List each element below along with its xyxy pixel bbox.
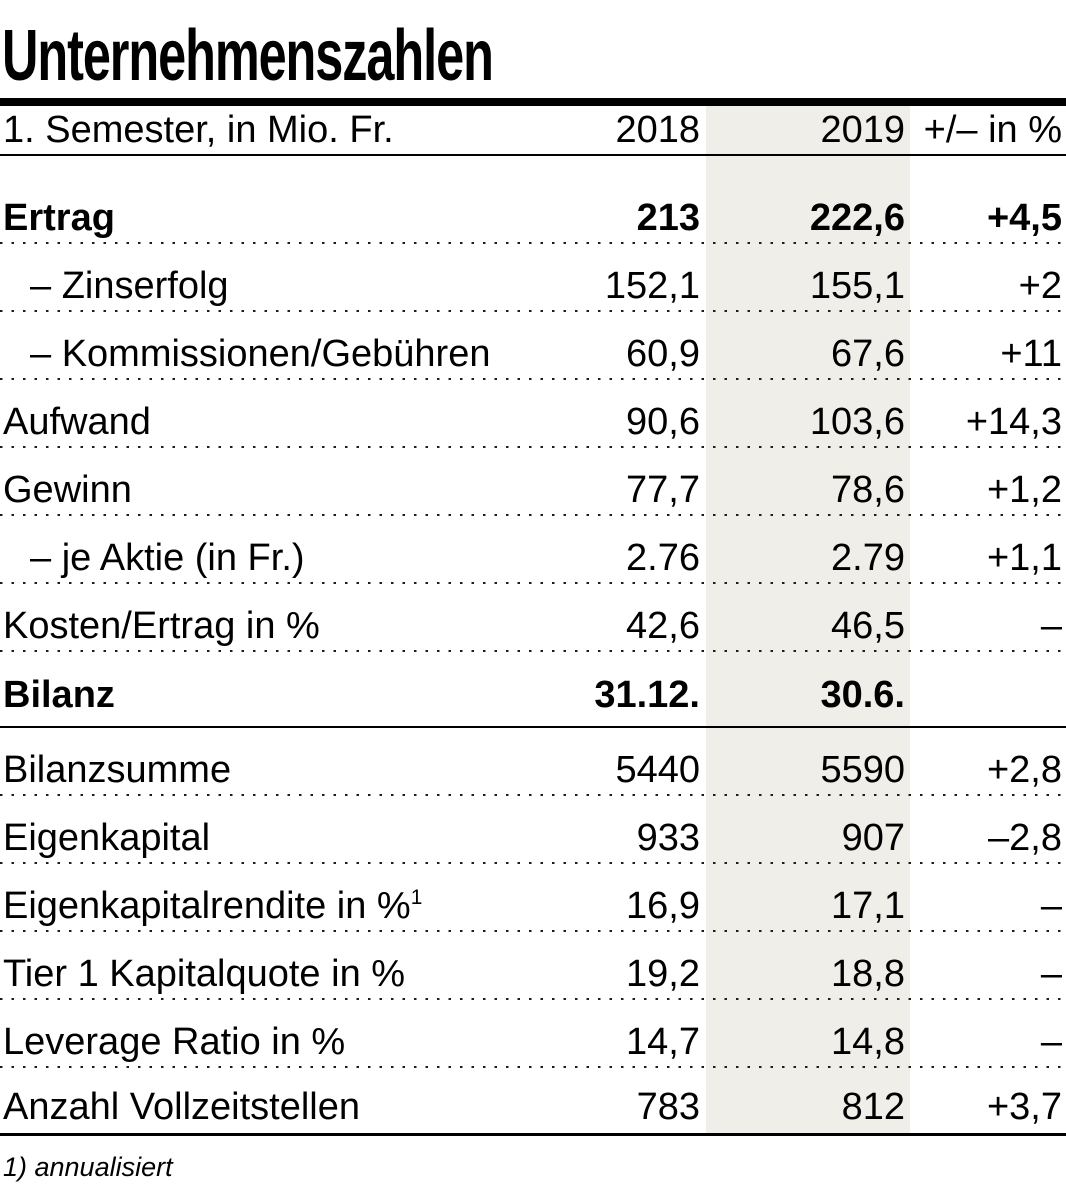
- value-2019: 222,6: [809, 197, 905, 239]
- row-label: Gewinn: [3, 469, 132, 511]
- value-2019: 155,1: [809, 265, 905, 307]
- value-change: –2,8: [988, 817, 1062, 859]
- row-label: Ertrag: [3, 197, 115, 239]
- value-2018: 90,6: [626, 401, 700, 443]
- row-label: Aufwand: [3, 401, 151, 443]
- value-2018: 42,6: [626, 605, 700, 647]
- value-change: +11: [1000, 333, 1062, 375]
- value-2019: 103,6: [809, 401, 905, 443]
- value-2019: 30.6.: [820, 674, 905, 716]
- row-label: Leverage Ratio in %: [3, 1021, 346, 1063]
- table-row: – Zinserfolg 152,1 155,1 +2: [0, 244, 1066, 312]
- value-2018: 77,7: [626, 469, 700, 511]
- table-row: Eigenkapitalrendite in %1 16,9 17,1 –: [0, 864, 1066, 932]
- header-2018: 2018: [615, 109, 700, 151]
- row-label: Anzahl Vollzeitstellen: [3, 1086, 360, 1128]
- value-2018: 2.76: [626, 537, 700, 579]
- footnote-marker: 1: [410, 886, 423, 909]
- value-2018: 152,1: [604, 265, 700, 307]
- value-2018: 60,9: [626, 333, 700, 375]
- row-label: Kosten/Ertrag in %: [3, 605, 320, 647]
- value-2018: 19,2: [626, 953, 700, 995]
- table-row: Leverage Ratio in % 14,7 14,8 –: [0, 1000, 1066, 1068]
- row-label: Bilanz: [3, 674, 115, 716]
- table-row: Anzahl Vollzeitstellen 783 812 +3,7: [0, 1068, 1066, 1136]
- row-label: – Zinserfolg: [30, 265, 229, 307]
- table-row: Kosten/Ertrag in % 42,6 46,5 –: [0, 584, 1066, 652]
- value-2018: 783: [636, 1086, 700, 1128]
- value-2019: 812: [841, 1086, 905, 1128]
- title-rule: [0, 98, 1066, 106]
- value-2019: 18,8: [831, 953, 905, 995]
- value-2018: 14,7: [626, 1021, 700, 1063]
- value-change: –: [1040, 1021, 1062, 1063]
- value-2019: 907: [841, 817, 905, 859]
- table-row: Ertrag 213 222,6 +4,5: [0, 156, 1066, 244]
- financial-table: 1. Semester, in Mio. Fr. 2018 2019 +/– i…: [0, 106, 1066, 1136]
- value-2019: 2.79: [831, 537, 905, 579]
- value-change: –: [1040, 885, 1062, 927]
- value-2019: 46,5: [831, 605, 905, 647]
- table-row: Tier 1 Kapitalquote in % 19,2 18,8 –: [0, 932, 1066, 1000]
- row-label: Bilanzsumme: [3, 749, 232, 791]
- value-change: –: [1040, 605, 1062, 647]
- value-change: +14,3: [965, 401, 1062, 443]
- value-2019: 17,1: [831, 885, 905, 927]
- value-change: +4,5: [986, 197, 1062, 239]
- table-header-row: 1. Semester, in Mio. Fr. 2018 2019 +/– i…: [0, 106, 1066, 156]
- table-row: Gewinn 77,7 78,6 +1,2: [0, 448, 1066, 516]
- header-2019: 2019: [820, 109, 905, 151]
- table-row: – je Aktie (in Fr.) 2.76 2.79 +1,1: [0, 516, 1066, 584]
- value-2019: 67,6: [831, 333, 905, 375]
- header-change: +/– in %: [923, 109, 1062, 151]
- value-2018: 16,9: [626, 885, 700, 927]
- value-change: –: [1040, 953, 1062, 995]
- value-2019: 78,6: [831, 469, 905, 511]
- value-2018: 933: [636, 817, 700, 859]
- value-change: +2: [1018, 265, 1062, 307]
- header-label: 1. Semester, in Mio. Fr.: [3, 109, 394, 151]
- table-row: Bilanz 31.12. 30.6.: [0, 652, 1066, 728]
- value-change: +3,7: [986, 1086, 1062, 1128]
- row-label: – je Aktie (in Fr.): [30, 537, 305, 579]
- value-2018: 5440: [615, 749, 700, 791]
- table-row: Aufwand 90,6 103,6 +14,3: [0, 380, 1066, 448]
- table-row: – Kommissionen/Gebühren 60,9 67,6 +11: [0, 312, 1066, 380]
- value-2019: 14,8: [831, 1021, 905, 1063]
- row-label: Eigenkapitalrendite in %1: [3, 885, 423, 927]
- footnote: 1) annualisiert: [3, 1152, 173, 1182]
- row-label: – Kommissionen/Gebühren: [30, 333, 491, 375]
- value-change: +2,8: [986, 749, 1062, 791]
- page-title: Unternehmenszahlen: [2, 16, 494, 96]
- value-2018: 31.12.: [594, 674, 700, 716]
- value-change: +1,2: [986, 469, 1062, 511]
- table-row: Eigenkapital 933 907 –2,8: [0, 796, 1066, 864]
- value-change: +1,1: [986, 537, 1062, 579]
- table-body: Ertrag 213 222,6 +4,5 – Zinserfolg 152,1 155,1…: [0, 156, 1066, 1136]
- value-2019: 5590: [820, 749, 905, 791]
- row-label: Eigenkapital: [3, 817, 211, 859]
- highlight-band-2019: [706, 106, 910, 1136]
- row-label: Tier 1 Kapitalquote in %: [3, 953, 406, 995]
- value-2018: 213: [636, 197, 700, 239]
- table-row: Bilanzsumme 5440 5590 +2,8: [0, 728, 1066, 796]
